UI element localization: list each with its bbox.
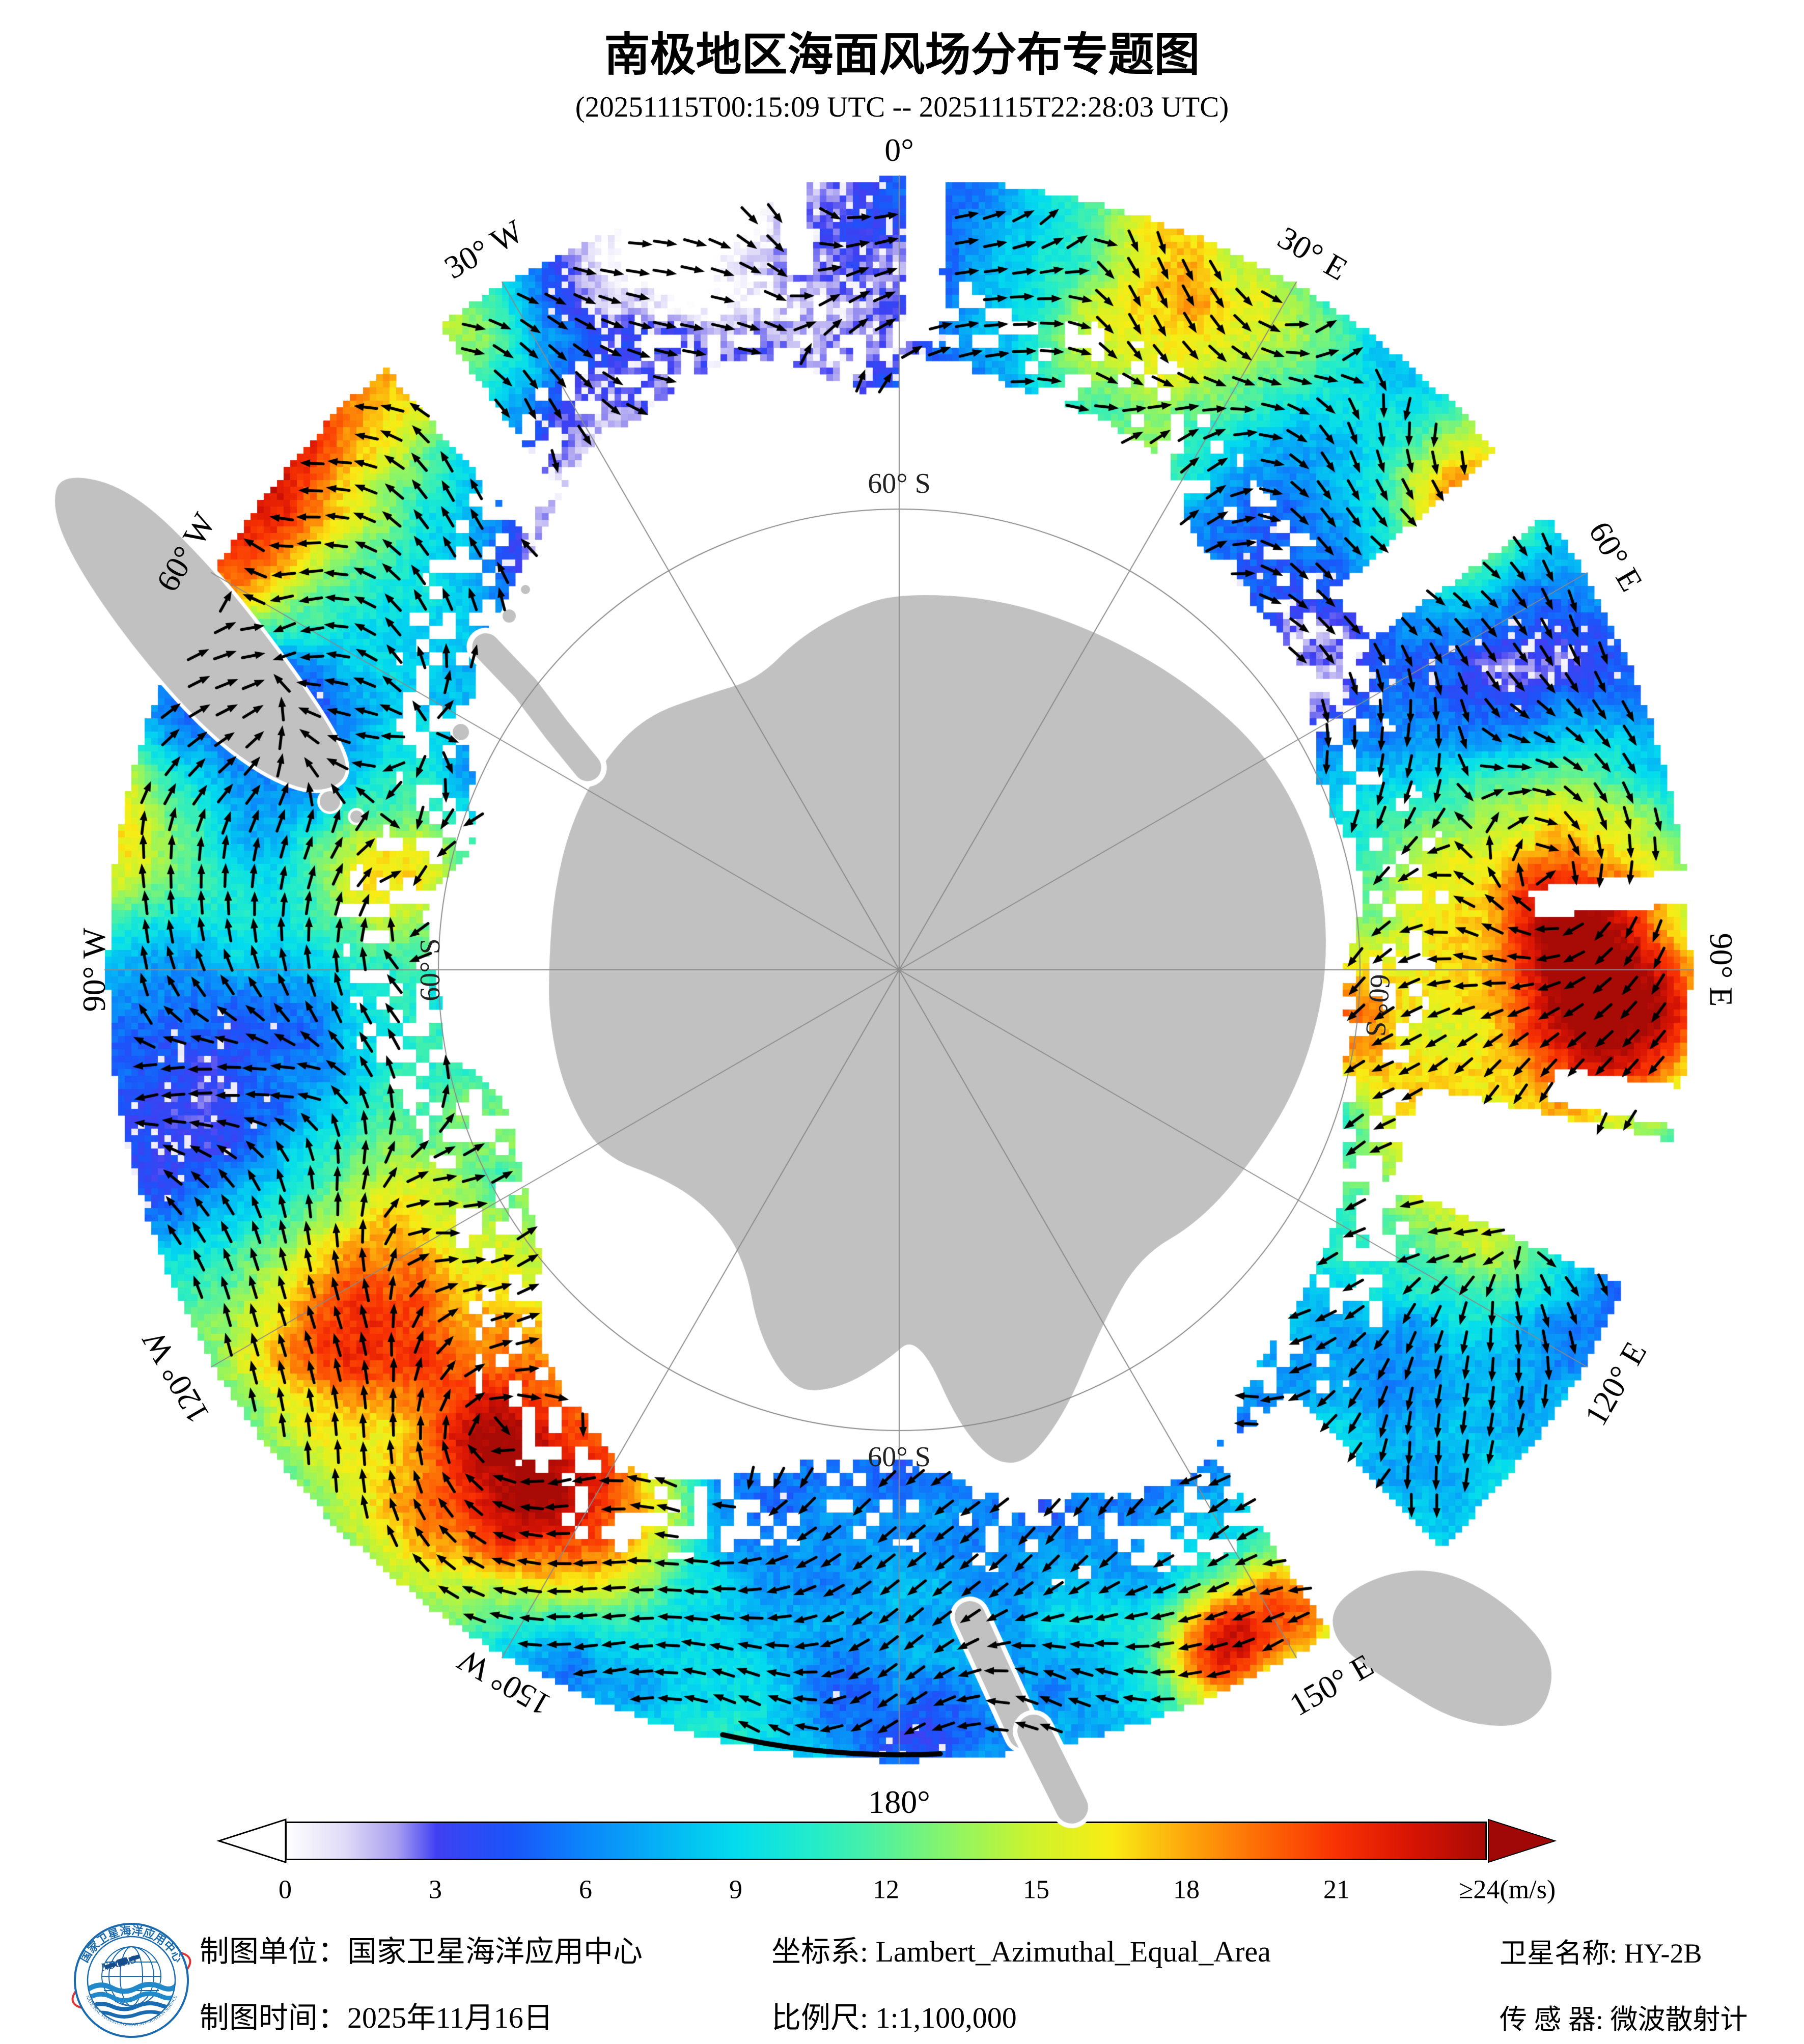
colorbar-overflow-arrow [1488,1818,1557,1863]
footer-agency: 制图单位：国家卫星海洋应用中心 [200,1935,643,1968]
colorbar-tick-15: 15 [1023,1875,1049,1905]
colorbar-tick-12: 12 [873,1875,899,1905]
logo-inner-ring [87,1936,176,2025]
latitude-label-60s-bottom: 60° S [868,1441,931,1473]
nsoas-logo: 国家卫星海洋应用中心 NATIONAL SATELLITE OCEAN APPL… [71,1923,191,2038]
logo-outer-ring [74,1923,189,2038]
meridian-label-90e: 90° E [1703,933,1739,1007]
latitude-label-60s-left: 60° S [414,938,446,1001]
footer-sensor: 传 感 器: 微波散射计 [1500,2004,1748,2035]
colorbar-tick-9: 9 [729,1875,742,1905]
time-range-subtitle: (20251115T00:15:09 UTC -- 20251115T22:28… [575,91,1229,123]
logo-globe [101,1946,161,2006]
colorbar-tick-3: 3 [429,1875,442,1905]
footer-date: 制图时间：2025年11月16日 [200,2001,553,2034]
meridian-label-180: 180° [868,1784,930,1820]
meridian-label-90w: 90° W [76,928,112,1012]
latitude-label-60s-top: 60° S [868,468,931,499]
logo-satellite [104,1954,141,1970]
colorbar-tick-max: ≥24(m/s) [1458,1875,1556,1905]
page-title: 南极地区海面风场分布专题图 [604,30,1200,80]
footer-scale: 比例尺: 1:1,100,000 [771,2001,1017,2034]
colorbar-tick-21: 21 [1323,1875,1350,1905]
footer-satellite: 卫星名称: HY-2B [1500,1938,1702,1969]
latitude-label-60s-right: 60° S [1359,972,1397,1039]
colorbar-tick-0: 0 [279,1875,292,1905]
colorbar-tick-6: 6 [579,1875,592,1905]
colorbar-underflow-arrow [216,1818,287,1864]
colorbar-tick-18: 18 [1173,1875,1200,1905]
footer-crs: 坐标系: Lambert_Azimuthal_Equal_Area [771,1935,1271,1968]
meridian-label-0: 0° [884,132,914,168]
